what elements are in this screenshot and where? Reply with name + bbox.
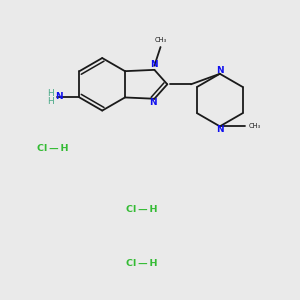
Text: N: N (216, 125, 224, 134)
Text: N: N (149, 98, 157, 107)
Text: N: N (151, 60, 158, 69)
Text: CH₃: CH₃ (154, 37, 166, 43)
Text: N: N (216, 66, 224, 75)
Text: N: N (55, 92, 63, 101)
Text: Cl — H: Cl — H (37, 144, 68, 153)
Text: Cl — H: Cl — H (126, 259, 158, 268)
Text: Cl — H: Cl — H (126, 205, 158, 214)
Text: H: H (48, 97, 54, 106)
Text: H: H (48, 89, 54, 98)
Text: CH₃: CH₃ (248, 123, 260, 129)
